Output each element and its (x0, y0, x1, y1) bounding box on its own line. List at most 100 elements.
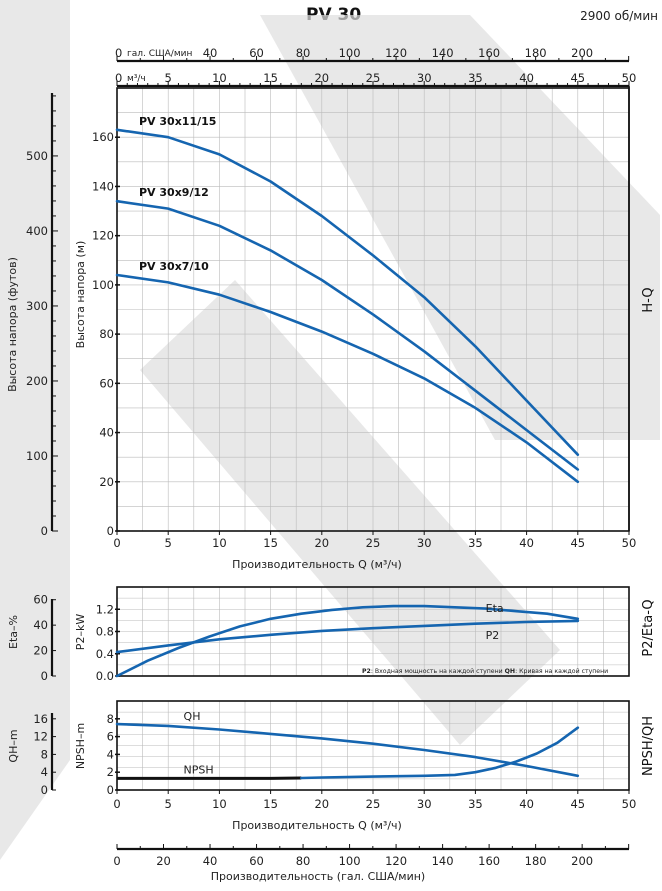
hq-y-tick-label: 120 (92, 229, 114, 243)
npsh-x-tick-label: 25 (366, 797, 381, 811)
gpm-bottom-tick-label: 20 (156, 854, 171, 868)
gpm-top-unit-label: гал. США/мин (127, 49, 192, 59)
m3h-top-tick-label: 20 (314, 71, 329, 85)
gpm-bottom-tick-label: 200 (571, 854, 593, 868)
npsh-curve-label: NPSH (184, 763, 214, 776)
hq-x-tick-label: 10 (212, 536, 227, 550)
footnote-qh-text: : Кривая на каждой ступени (515, 667, 608, 675)
gpm-bottom-tick-label: 80 (296, 854, 311, 868)
eta-tick-label: 0 (41, 669, 48, 683)
hq-y-tick-label: 80 (99, 327, 114, 341)
qh-tick-label: 16 (33, 712, 48, 726)
gpm-bottom-axis-label: Производительность (гал. США/мин) (211, 870, 425, 883)
m3h-top-tick-label: 10 (212, 71, 227, 85)
npsh-x-tick-label: 40 (519, 797, 534, 811)
npsh-tick-label: 0 (107, 783, 114, 797)
curves (115, 128, 580, 780)
hq-y-tick-label: 160 (92, 130, 114, 144)
npsh-x-tick-label: 30 (417, 797, 432, 811)
grids (117, 88, 629, 790)
qh-tick-label: 4 (41, 765, 48, 779)
p2-tick-label: 1.2 (96, 602, 114, 616)
gpm-top-tick-label: 120 (385, 46, 407, 60)
hq-x-tick-label: 25 (366, 536, 381, 550)
hq-curve-3 (115, 273, 580, 484)
p2-tick-label: 0.8 (96, 625, 114, 639)
gpm-bottom-tick-label: 120 (385, 854, 407, 868)
npsh-x-tick-label: 45 (570, 797, 585, 811)
eta-side-label: P2/Eta-Q (641, 599, 656, 656)
speed-label: 2900 об/мин (580, 9, 658, 23)
hq-x-tick-label: 40 (519, 536, 534, 550)
hq-x-tick-label: 45 (570, 536, 585, 550)
hq-side-label: H-Q (641, 287, 656, 312)
gpm-top-tick-label: 140 (432, 46, 454, 60)
m3h-top-tick-label: 5 (165, 71, 172, 85)
npsh-x-axis-label: Производительность Q (м³/ч) (232, 819, 402, 832)
footnote-qh-key: QH (505, 668, 515, 675)
gpm-top-tick-label: 80 (296, 46, 311, 60)
hq-x-tick-label: 50 (622, 536, 637, 550)
hq-y-tick-label: 0 (107, 524, 114, 538)
ft-tick-label: 100 (26, 449, 48, 463)
p2-axis-label: P2–kW (74, 614, 87, 651)
m3h-top-tick-label: 0 (115, 71, 122, 85)
eta-curve-label: Eta (486, 602, 504, 615)
npsh-tick-label: 2 (107, 765, 114, 779)
m3h-top-tick-label: 40 (519, 71, 534, 85)
hq-y-tick-label: 40 (99, 426, 114, 440)
hq-x-tick-label: 20 (314, 536, 329, 550)
ft-tick-label: 0 (41, 524, 48, 538)
m3h-top-tick-label: 45 (570, 71, 585, 85)
npsh-x-tick-label: 50 (622, 797, 637, 811)
hq-y-axis-label: Высота напора (м) (74, 241, 87, 349)
p2-curve (115, 619, 580, 654)
p2-curve-label: P2 (486, 629, 500, 642)
hq-y-tick-label: 20 (99, 475, 114, 489)
hq-x-tick-label: 35 (468, 536, 483, 550)
m3h-top-unit-label: м³/ч (127, 74, 146, 84)
eta-axis-label: Eta–% (7, 615, 20, 649)
gpm-top-tick-label: 60 (249, 46, 264, 60)
hq-curve-label-3: PV 30x7/10 (139, 260, 209, 273)
npsh-x-tick-label: 15 (263, 797, 278, 811)
eta-tick-label: 40 (33, 618, 48, 632)
gpm-top-tick-label: 40 (203, 46, 218, 60)
gpm-top-tick-label: 100 (339, 46, 361, 60)
npsh-tick-label: 8 (107, 712, 114, 726)
hq-y-tick-label: 100 (92, 278, 114, 292)
qh-tick-label: 12 (33, 730, 48, 744)
gpm-top-tick-label: 200 (571, 46, 593, 60)
gpm-bottom-tick-label: 180 (525, 854, 547, 868)
ft-tick-label: 300 (26, 299, 48, 313)
m3h-top-tick-label: 30 (417, 71, 432, 85)
qh-curve (115, 722, 580, 778)
gpm-bottom-tick-label: 60 (249, 854, 264, 868)
eta-tick-label: 60 (33, 593, 48, 607)
npsh-x-tick-label: 20 (314, 797, 329, 811)
npsh-x-tick-label: 5 (165, 797, 172, 811)
p2-tick-label: 0.4 (96, 647, 114, 661)
gpm-top-tick-label: 180 (525, 46, 547, 60)
m3h-top-tick-label: 15 (263, 71, 278, 85)
hq-curve-1 (115, 128, 580, 456)
hq-x-tick-label: 15 (263, 536, 278, 550)
eta-tick-label: 20 (33, 644, 48, 658)
m3h-top-tick-label: 50 (622, 71, 637, 85)
npsh-side-label: NPSH/QH (641, 716, 656, 776)
gpm-bottom-tick-label: 160 (478, 854, 500, 868)
hq-x-tick-label: 30 (417, 536, 432, 550)
hq-x-axis-label: Производительность Q (м³/ч) (232, 558, 402, 571)
p2-tick-label: 0.0 (96, 669, 114, 683)
npsh-tick-label: 6 (107, 730, 114, 744)
qh-tick-label: 0 (41, 783, 48, 797)
gpm-bottom-tick-label: 0 (113, 854, 120, 868)
hq-curve-label-2: PV 30x9/12 (139, 186, 209, 199)
hq-curve-2 (115, 199, 580, 471)
footnote: P2: Входная мощность на каждой ступени Q… (362, 667, 608, 675)
wm-right (260, 15, 660, 440)
npsh-curve (300, 726, 580, 780)
ft-tick-label: 200 (26, 374, 48, 388)
